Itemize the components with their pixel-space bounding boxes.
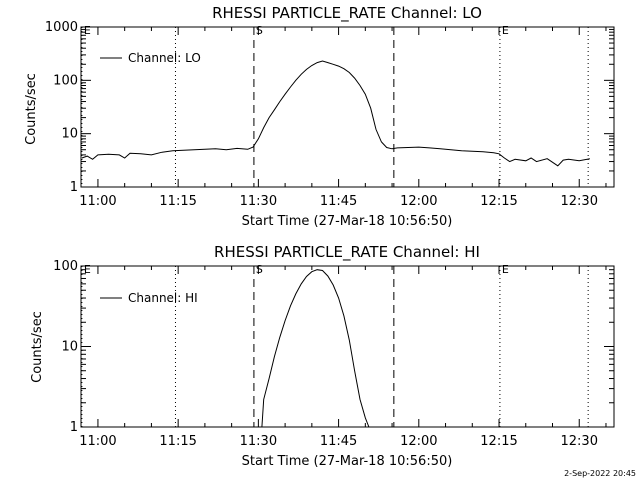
x-tick-label: 12:30: [561, 434, 598, 449]
marker-label: S: [256, 24, 263, 37]
x-axis-label: Start Time (27-Mar-18 10:56:50): [242, 454, 453, 469]
series: [81, 60, 590, 167]
series-line: [81, 60, 590, 167]
x-ticks: 11:00 11:15 11:30 11:45 12:00 12:15 12:30: [79, 266, 607, 449]
marker-label: S: [256, 263, 263, 276]
y-tick-label: 1: [70, 420, 78, 435]
legend-label: Channel: LO: [128, 51, 201, 65]
x-tick-label: 12:15: [480, 434, 517, 449]
series-line: [261, 269, 370, 428]
x-ticks: 11:00 11:15 11:30 11:45 12:00 12:15 12:30: [79, 27, 607, 209]
series: [261, 269, 370, 428]
footer-date: 2-Sep-2022 20:45: [564, 469, 636, 478]
plot-bottom: RHESSI PARTICLE_RATE Channel: HI Counts/…: [30, 243, 615, 469]
x-tick-label: 12:00: [400, 434, 437, 449]
legend: Channel: HI: [100, 291, 198, 305]
y-ticks: 1 10 100 1000: [45, 20, 614, 195]
x-tick-label: 11:45: [320, 434, 357, 449]
y-tick-label: 100: [53, 73, 78, 88]
y-tick-label: 1000: [45, 20, 78, 35]
marker-label: E: [84, 24, 91, 37]
y-axis-label: Counts/sec: [24, 73, 39, 145]
x-tick-label: 11:30: [240, 434, 277, 449]
x-tick-label: 11:15: [159, 194, 196, 209]
y-tick-label: 10: [61, 340, 78, 355]
plot-frame: [80, 265, 615, 428]
chart-title: RHESSI PARTICLE_RATE Channel: LO: [212, 4, 482, 23]
chart-title: RHESSI PARTICLE_RATE Channel: HI: [214, 243, 480, 262]
marker-label: E: [84, 263, 91, 276]
plot-top: RHESSI PARTICLE_RATE Channel: LO Counts/…: [24, 4, 615, 229]
x-tick-label: 11:00: [79, 434, 116, 449]
y-tick-label: 100: [53, 259, 78, 274]
x-axis-label: Start Time (27-Mar-18 10:56:50): [242, 214, 453, 229]
x-tick-label: 12:15: [480, 194, 517, 209]
y-tick-label: 1: [70, 180, 78, 195]
y-axis-label: Counts/sec: [30, 311, 45, 383]
marker-label: E: [502, 24, 509, 37]
x-tick-label: 11:15: [159, 434, 196, 449]
plot-frame: [80, 26, 615, 188]
x-tick-label: 12:00: [400, 194, 437, 209]
marker-label: E: [502, 263, 509, 276]
x-tick-label: 11:00: [79, 194, 116, 209]
x-tick-label: 12:30: [561, 194, 598, 209]
legend-label: Channel: HI: [128, 291, 198, 305]
x-tick-label: 11:45: [320, 194, 357, 209]
legend: Channel: LO: [100, 51, 201, 65]
x-tick-label: 11:30: [240, 194, 277, 209]
y-tick-label: 10: [61, 127, 78, 142]
